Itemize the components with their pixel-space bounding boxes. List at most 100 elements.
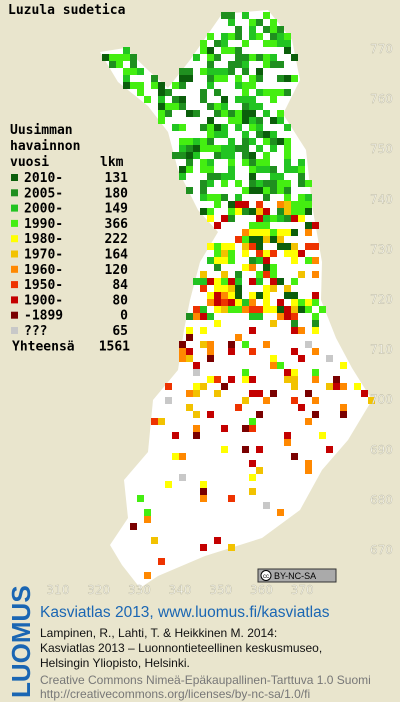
grid-square — [312, 327, 319, 334]
grid-square — [312, 411, 319, 418]
grid-square — [249, 124, 256, 131]
grid-square — [249, 159, 256, 166]
grid-square — [221, 257, 228, 264]
grid-square — [242, 201, 249, 208]
grid-square — [249, 306, 256, 313]
x-tick-label: 310 — [47, 583, 70, 597]
grid-square — [270, 180, 277, 187]
grid-square — [207, 117, 214, 124]
grid-square — [291, 299, 298, 306]
grid-square — [235, 82, 242, 89]
grid-square — [249, 173, 256, 180]
grid-square — [256, 159, 263, 166]
grid-square — [214, 285, 221, 292]
grid-square — [340, 404, 347, 411]
grid-square — [200, 124, 207, 131]
y-tick-label: 730 — [370, 242, 393, 256]
grid-square — [242, 89, 249, 96]
legend-label: ??? — [24, 324, 47, 339]
grid-square — [242, 61, 249, 68]
grid-square — [186, 355, 193, 362]
grid-square — [270, 187, 277, 194]
grid-square — [221, 446, 228, 453]
grid-square — [277, 173, 284, 180]
grid-square — [249, 229, 256, 236]
grid-square — [116, 54, 123, 61]
grid-square — [221, 292, 228, 299]
grid-square — [242, 131, 249, 138]
grid-square — [291, 320, 298, 327]
grid-square — [228, 348, 235, 355]
grid-square — [263, 306, 270, 313]
grid-square — [235, 404, 242, 411]
grid-square — [228, 173, 235, 180]
grid-square — [277, 180, 284, 187]
grid-square — [263, 215, 270, 222]
grid-square — [284, 243, 291, 250]
grid-square — [186, 187, 193, 194]
grid-square — [361, 390, 368, 397]
grid-square — [151, 75, 158, 82]
grid-square — [284, 33, 291, 40]
grid-square — [256, 201, 263, 208]
y-tick-label: 700 — [370, 393, 393, 407]
grid-square — [263, 131, 270, 138]
grid-square — [249, 117, 256, 124]
legend-swatch — [11, 189, 18, 197]
grid-square — [263, 502, 270, 509]
grid-square — [207, 47, 214, 54]
grid-square — [207, 215, 214, 222]
grid-square — [242, 369, 249, 376]
grid-square — [263, 271, 270, 278]
grid-square — [235, 236, 242, 243]
grid-square — [291, 243, 298, 250]
grid-square — [305, 390, 312, 397]
grid-square — [179, 75, 186, 82]
grid-square — [242, 187, 249, 194]
grid-square — [298, 173, 305, 180]
grid-square — [186, 138, 193, 145]
footer-text: Lampinen, R., Lahti, T. & Heikkinen M. 2… — [40, 626, 371, 701]
grid-square — [123, 47, 130, 54]
grid-square — [270, 173, 277, 180]
grid-square — [207, 180, 214, 187]
grid-square — [207, 243, 214, 250]
grid-square — [305, 460, 312, 467]
grid-square — [221, 145, 228, 152]
grid-square — [249, 376, 256, 383]
grid-square — [207, 376, 214, 383]
grid-square — [256, 19, 263, 26]
grid-square — [326, 383, 333, 390]
grid-square — [256, 215, 263, 222]
grid-square — [172, 96, 179, 103]
grid-square — [249, 152, 256, 159]
grid-square — [277, 236, 284, 243]
grid-square — [256, 271, 263, 278]
grid-square — [298, 166, 305, 173]
grid-square — [207, 68, 214, 75]
grid-square — [270, 96, 277, 103]
grid-square — [151, 82, 158, 89]
grid-square — [130, 82, 137, 89]
occurrence-grid — [102, 12, 375, 579]
grid-square — [228, 33, 235, 40]
grid-square — [228, 61, 235, 68]
grid-square — [242, 68, 249, 75]
grid-square — [207, 159, 214, 166]
grid-square — [235, 208, 242, 215]
grid-square — [144, 509, 151, 516]
grid-square — [305, 467, 312, 474]
grid-square — [284, 439, 291, 446]
grid-square — [291, 383, 298, 390]
grid-square — [249, 103, 256, 110]
grid-square — [235, 124, 242, 131]
grid-square — [277, 243, 284, 250]
grid-square — [165, 89, 172, 96]
grid-square — [235, 117, 242, 124]
grid-square — [333, 376, 340, 383]
grid-square — [263, 187, 270, 194]
grid-square — [256, 131, 263, 138]
grid-square — [270, 285, 277, 292]
legend-swatch — [11, 174, 18, 181]
